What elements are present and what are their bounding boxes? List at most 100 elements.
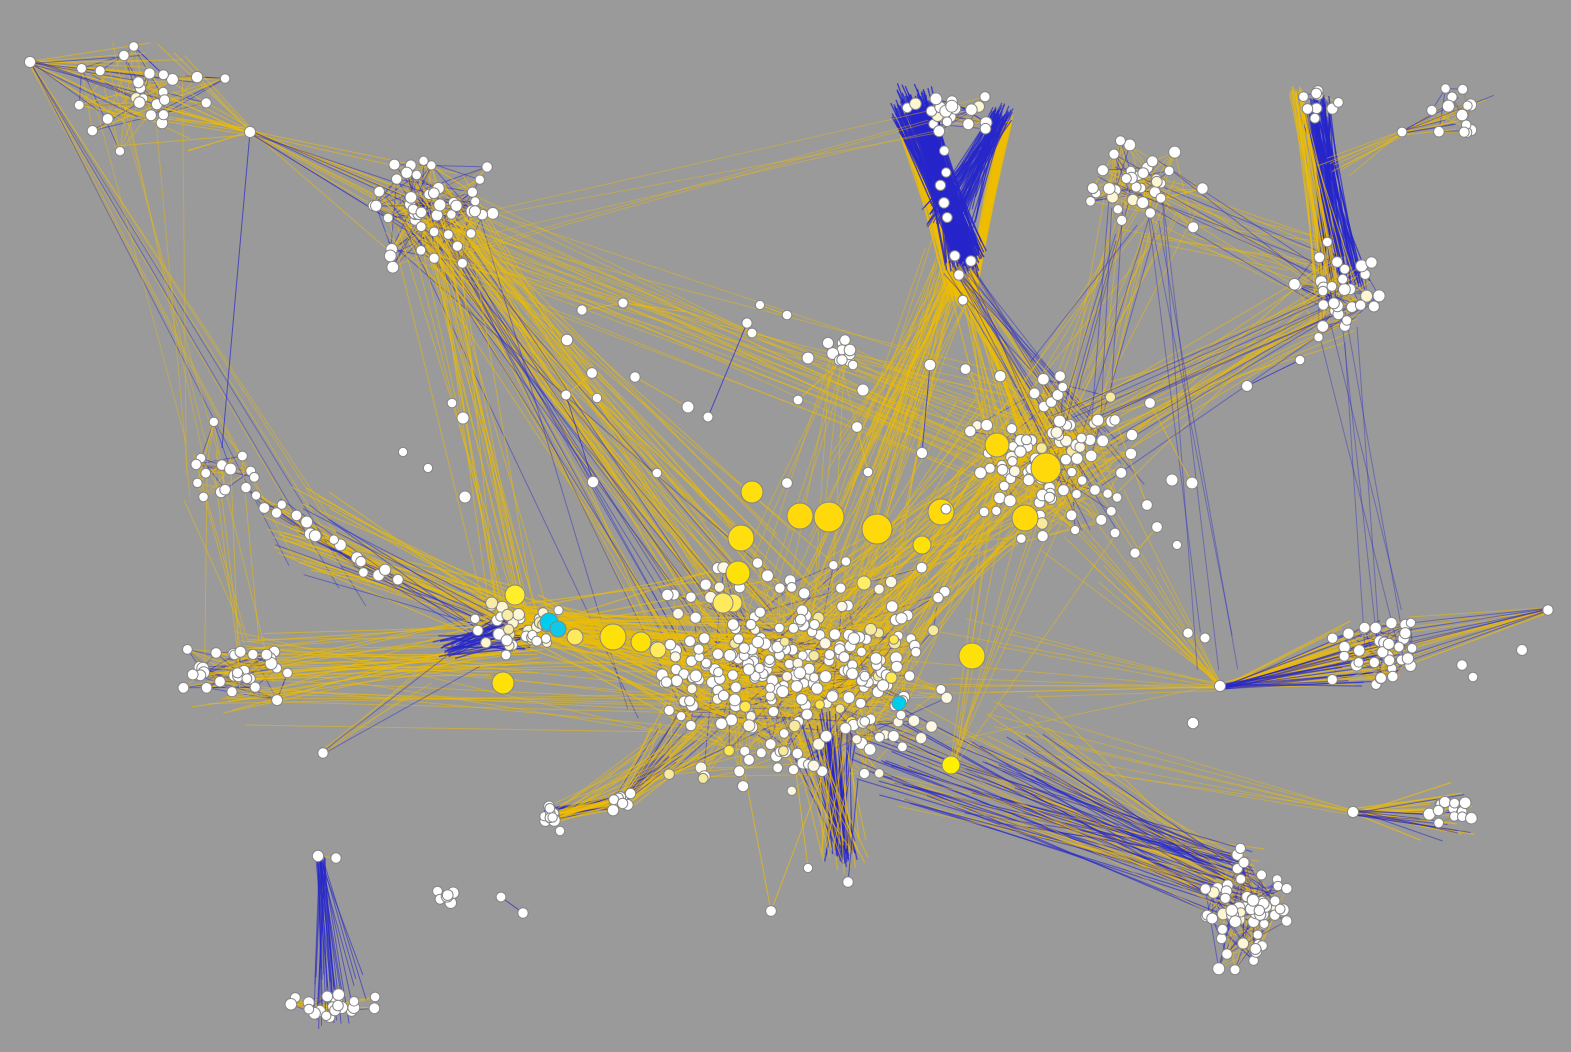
graph-node[interactable] [1406, 642, 1418, 654]
graph-node[interactable] [1368, 656, 1381, 669]
graph-hub-node[interactable] [549, 620, 567, 638]
graph-node[interactable] [834, 703, 846, 714]
graph-node[interactable] [1021, 434, 1032, 446]
graph-node[interactable] [755, 747, 767, 759]
graph-node[interactable] [1057, 484, 1070, 497]
graph-node[interactable] [697, 772, 709, 784]
graph-node[interactable] [370, 199, 383, 212]
graph-node[interactable] [962, 118, 975, 131]
graph-node[interactable] [754, 606, 766, 618]
graph-node[interactable] [807, 759, 820, 772]
graph-node[interactable] [531, 635, 543, 647]
graph-node[interactable] [713, 667, 724, 678]
graph-node[interactable] [761, 569, 774, 583]
graph-node[interactable] [858, 767, 871, 780]
graph-node[interactable] [404, 191, 418, 204]
graph-node[interactable] [1313, 332, 1324, 343]
graph-node[interactable] [118, 49, 130, 62]
graph-node[interactable] [1054, 370, 1066, 383]
graph-node[interactable] [781, 477, 793, 489]
graph-node[interactable] [1338, 283, 1351, 296]
graph-node[interactable] [226, 686, 238, 698]
graph-node[interactable] [23, 55, 37, 69]
graph-node[interactable] [1405, 617, 1417, 629]
graph-node[interactable] [441, 889, 454, 901]
graph-node[interactable] [282, 667, 293, 679]
graph-node[interactable] [715, 717, 728, 731]
graph-node[interactable] [698, 632, 711, 645]
graph-node[interactable] [1136, 196, 1150, 210]
graph-node[interactable] [788, 719, 801, 733]
graph-node[interactable] [446, 397, 458, 409]
graph-node[interactable] [874, 768, 885, 779]
graph-node[interactable] [790, 680, 804, 693]
graph-node[interactable] [591, 392, 603, 404]
graph-node[interactable] [433, 198, 447, 212]
graph-node[interactable] [795, 693, 808, 706]
graph-node[interactable] [1060, 453, 1072, 466]
graph-node[interactable] [1241, 380, 1253, 392]
graph-node[interactable] [669, 651, 682, 663]
graph-node[interactable] [1339, 263, 1351, 275]
graph-node[interactable] [693, 643, 705, 655]
graph-node[interactable] [128, 41, 139, 52]
graph-node[interactable] [1215, 932, 1228, 945]
graph-node[interactable] [1438, 795, 1452, 809]
graph-node[interactable] [1186, 716, 1200, 730]
graph-node[interactable] [940, 167, 952, 178]
graph-node[interactable] [885, 671, 898, 684]
graph-node[interactable] [1229, 964, 1241, 976]
graph-node[interactable] [772, 762, 784, 774]
graph-node[interactable] [1327, 297, 1340, 310]
graph-node[interactable] [1462, 100, 1473, 111]
graph-node[interactable] [821, 336, 835, 350]
graph-node[interactable] [792, 394, 804, 406]
graph-node[interactable] [843, 343, 857, 357]
graph-node[interactable] [397, 446, 409, 458]
graph-node[interactable] [1102, 488, 1113, 499]
graph-node[interactable] [1199, 632, 1211, 644]
graph-node[interactable] [1124, 447, 1138, 460]
graph-node[interactable] [836, 354, 848, 366]
graph-node[interactable] [842, 876, 854, 888]
graph-hub-node[interactable] [940, 503, 952, 515]
graph-node[interactable] [828, 560, 839, 571]
graph-node[interactable] [1185, 476, 1199, 490]
graph-node[interactable] [965, 103, 978, 116]
graph-node[interactable] [391, 173, 403, 185]
graph-node[interactable] [927, 624, 940, 637]
graph-node[interactable] [929, 92, 943, 106]
graph-node[interactable] [923, 358, 937, 372]
graph-node[interactable] [851, 421, 863, 433]
graph-node[interactable] [355, 555, 367, 568]
graph-hub-node[interactable] [630, 631, 652, 653]
graph-node[interactable] [816, 765, 829, 778]
graph-node[interactable] [373, 185, 386, 198]
graph-node[interactable] [428, 252, 440, 264]
graph-node[interactable] [1331, 256, 1343, 268]
graph-node[interactable] [723, 649, 737, 662]
graph-node[interactable] [651, 467, 663, 479]
graph-node[interactable] [458, 490, 472, 504]
graph-node[interactable] [702, 411, 714, 423]
graph-node[interactable] [730, 681, 742, 694]
graph-node[interactable] [1382, 637, 1395, 651]
graph-node[interactable] [903, 670, 916, 682]
graph-hub-node[interactable] [861, 513, 893, 545]
graph-node[interactable] [1354, 299, 1367, 311]
graph-node[interactable] [684, 695, 696, 707]
graph-node[interactable] [835, 582, 847, 594]
graph-node[interactable] [101, 113, 114, 125]
graph-node[interactable] [1111, 492, 1123, 503]
graph-node[interactable] [689, 669, 703, 683]
graph-node[interactable] [864, 622, 878, 636]
graph-node[interactable] [828, 628, 842, 641]
graph-node[interactable] [1249, 943, 1262, 955]
graph-hub-node[interactable] [649, 641, 667, 659]
graph-node[interactable] [258, 502, 271, 514]
graph-node[interactable] [842, 691, 856, 704]
graph-node[interactable] [400, 166, 413, 180]
graph-node[interactable] [1217, 923, 1228, 935]
graph-node[interactable] [330, 852, 342, 864]
